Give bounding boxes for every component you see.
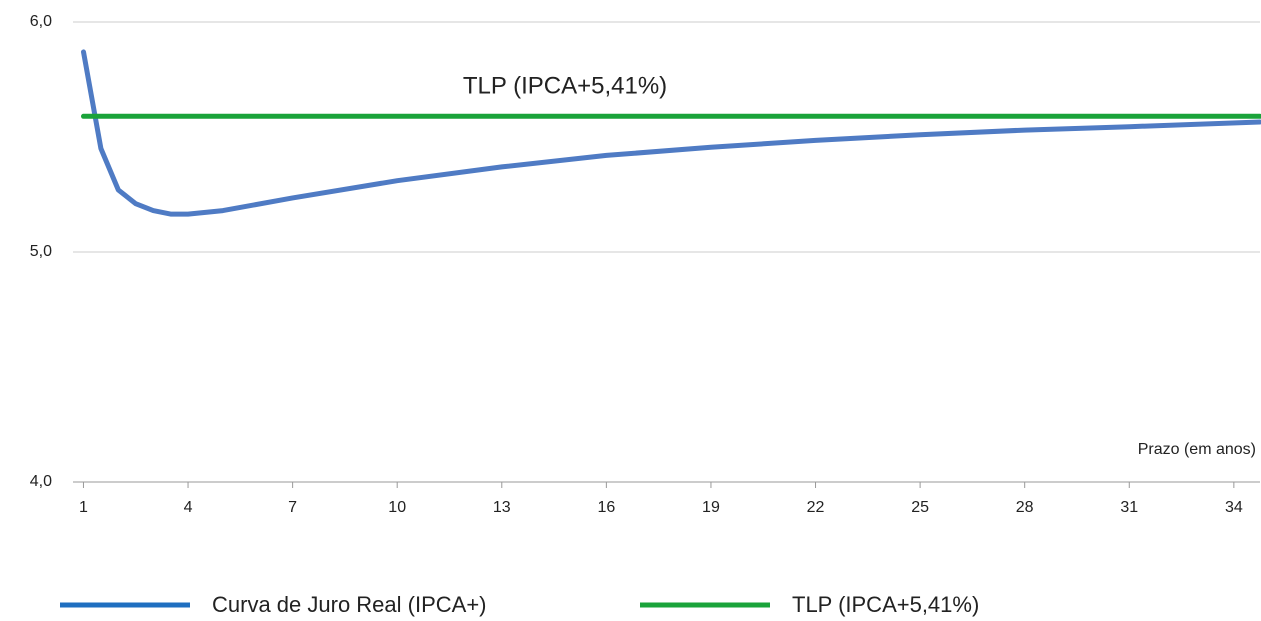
x-axis-label: Prazo (em anos) <box>1138 441 1256 458</box>
x-tick-label: 34 <box>1225 499 1243 516</box>
y-tick-label: 6,0 <box>30 13 52 30</box>
legend-label: Curva de Juro Real (IPCA+) <box>212 592 487 617</box>
y-tick-label: 4,0 <box>30 473 52 490</box>
x-tick-label: 7 <box>288 499 297 516</box>
x-tick-label: 4 <box>184 499 193 516</box>
x-tick-label: 31 <box>1120 499 1138 516</box>
x-tick-label: 22 <box>807 499 825 516</box>
x-tick-label: 13 <box>493 499 511 516</box>
legend-label: TLP (IPCA+5,41%) <box>792 592 979 617</box>
x-tick-label: 16 <box>597 499 615 516</box>
line <box>81 49 1261 217</box>
annotation: TLP (IPCA+5,41%) <box>463 72 667 99</box>
x-tick-label: 10 <box>388 499 406 516</box>
x-tick-label: 28 <box>1016 499 1034 516</box>
x-tick-label: 19 <box>702 499 720 516</box>
x-tick-label: 25 <box>911 499 929 516</box>
x-tick-label: 1 <box>79 499 88 516</box>
y-tick-label: 5,0 <box>30 243 52 260</box>
